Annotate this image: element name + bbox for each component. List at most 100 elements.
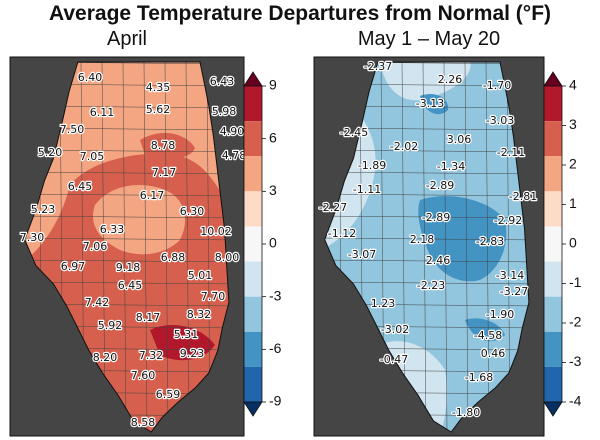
station-value-label: 5.98 [212,105,237,118]
station-value-label: 5.20 [38,146,63,159]
station-value-label: 9.23 [180,347,205,360]
may-station-labels: -2.37 2.26 -1.70 -3.13 -3.03 -2.45 3.06 -2.02 -2… [318,59,539,420]
colorbar-segment [244,156,262,192]
colorbar-segment [544,191,562,227]
may-illinois-outline [324,61,530,433]
station-value-label: -1.68 [465,371,493,384]
april-warm-region-9-plus [150,325,215,361]
station-value-label: -3.02 [381,323,409,336]
may-near-normal-region-north [380,62,471,101]
station-value-label: -3.13 [416,97,444,110]
station-value-label: 8.20 [93,351,118,364]
county-line [164,62,169,432]
station-value-label: 7.32 [139,349,164,362]
county-line [24,281,229,285]
may-colorbar-blocks [543,71,563,417]
colorbar-min-arrow [543,401,563,417]
colorbar-min-arrow [243,401,263,417]
county-line [24,215,229,219]
station-value-label: 8.58 [131,416,156,429]
colorbar-tick-label: 1 [569,195,577,211]
colorbar-tick-label: -2 [569,314,582,330]
colorbar-segment [544,121,562,157]
colorbar-tick-label: 0 [569,235,577,251]
county-line [401,62,406,432]
station-value-label: 6.43 [210,75,235,88]
station-value-label: 6.40 [78,71,103,84]
station-value-label: 4.90 [220,125,245,138]
colorbar-tick-label: 0 [269,235,277,251]
county-line [185,62,190,432]
map-title: Average Temperature Departures from Norm… [48,2,552,25]
station-value-label: 0.46 [481,347,506,360]
may-subtitle: May 1 – May 20 [357,28,501,50]
county-line [443,62,448,432]
may-colorbar-ticks: 4 3 2 1 0 -1 -2 -3 -4 [562,77,582,409]
colorbar-segment [244,121,262,157]
station-value-label: -0.47 [380,353,408,366]
station-value-label: 6.17 [140,189,165,202]
april-colorbar-ticks: 9 6 3 0 -3 -6 -9 [262,77,282,409]
station-value-label: -4.58 [474,329,502,342]
county-line [24,171,229,175]
colorbar-segment [244,331,262,367]
station-value-label: 7.05 [80,150,105,163]
station-value-label: 8.17 [136,311,161,324]
station-value-label: 6.11 [90,106,115,119]
station-value-label: -1.12 [328,227,356,240]
station-value-label: 6.33 [100,223,125,236]
station-value-label: 5.62 [146,103,171,116]
colorbar-tick-label: -3 [569,353,582,369]
station-value-label: 7.60 [131,369,156,382]
station-value-label: 5.31 [174,328,199,341]
station-value-label: 6.88 [161,251,186,264]
station-value-label: 9.18 [116,261,141,274]
county-line [485,62,490,432]
station-value-label: -2.27 [319,201,347,214]
station-value-label: 3.06 [447,133,472,146]
colorbar-segment [244,261,262,297]
station-value-label: 2.18 [410,233,435,246]
station-value-label: 1.23 [371,297,396,310]
colorbar-segment [244,226,262,262]
station-value-label: -2.89 [422,211,450,224]
april-subtitle: April [106,28,147,50]
colorbar-segment [544,226,562,262]
station-value-label: -1.11 [353,183,381,196]
april-station-labels: 6.40 4.35 6.43 6.11 5.62 5.98 7.50 4.90 5.20 7.05… [19,70,245,430]
colorbar-tick-label: -6 [269,340,282,356]
april-illinois-outline [24,61,230,433]
colorbar-tick-label: -3 [269,287,282,303]
station-value-label: -2.02 [390,140,418,153]
colorbar-max-arrow [543,71,563,87]
colorbar-segment [244,366,262,402]
may-colorbar: 4 3 2 1 0 -1 -2 -3 -4 [543,71,582,417]
county-line [324,259,529,263]
colorbar-segment [244,86,262,122]
station-value-label: 6.97 [61,260,86,273]
station-value-label: 8.32 [187,308,212,321]
county-line [24,237,229,241]
colorbar-tick-label: 4 [569,77,577,93]
county-line [324,215,529,219]
station-value-label: -1.80 [452,406,480,419]
station-value-label: -2.23 [417,279,445,292]
colorbar-segment [544,261,562,297]
station-value-label: 7.17 [152,166,177,179]
station-value-label: 10.02 [200,225,232,238]
station-value-label: -2.92 [494,214,522,227]
station-value-label: -3.27 [500,285,528,298]
station-value-label: 6.59 [156,388,181,401]
county-line [324,171,529,175]
station-value-label: -1.90 [486,308,514,321]
county-line [143,62,148,432]
colorbar-segment [544,366,562,402]
may-cool-region-southeast [465,318,505,342]
station-value-label: -2.89 [426,179,454,192]
station-value-label: -3.14 [496,269,524,282]
colorbar-tick-label: 2 [569,156,577,172]
station-value-label: -2.37 [364,60,392,73]
april-colorbar-blocks [243,71,263,417]
